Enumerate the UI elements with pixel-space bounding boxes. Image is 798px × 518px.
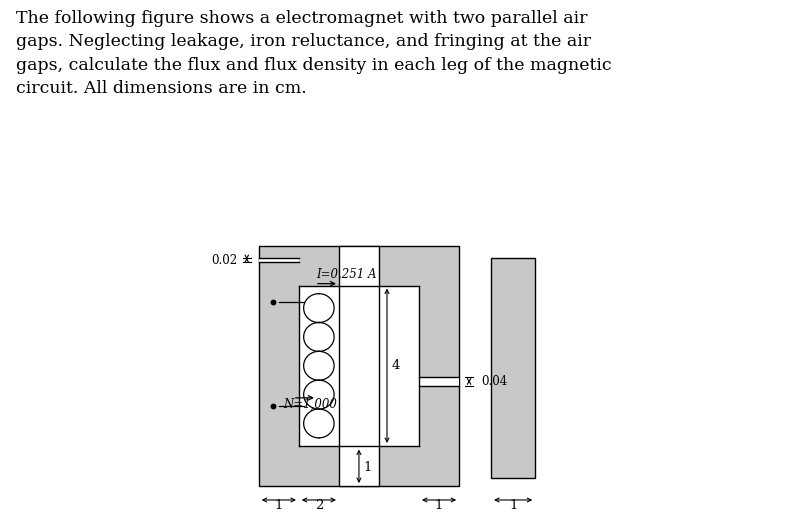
Text: I=0.251 A: I=0.251 A	[316, 268, 376, 281]
Bar	[379, 285, 419, 446]
Text: 1: 1	[435, 499, 443, 512]
Bar	[339, 246, 379, 486]
Bar	[259, 246, 459, 486]
Bar	[299, 285, 339, 446]
Bar	[419, 377, 459, 386]
Bar	[491, 257, 535, 478]
Text: The following figure shows a electromagnet with two parallel air
gaps. Neglectin: The following figure shows a electromagn…	[16, 10, 611, 97]
Text: N=1,000: N=1,000	[282, 398, 337, 411]
Text: 2: 2	[314, 499, 323, 512]
Text: 0.02: 0.02	[211, 253, 238, 267]
Text: 1: 1	[363, 462, 371, 474]
Text: 0.04: 0.04	[481, 375, 508, 388]
Text: 4: 4	[392, 359, 400, 372]
Text: 1: 1	[509, 499, 517, 512]
Text: 1: 1	[275, 499, 283, 512]
Bar	[259, 257, 299, 263]
